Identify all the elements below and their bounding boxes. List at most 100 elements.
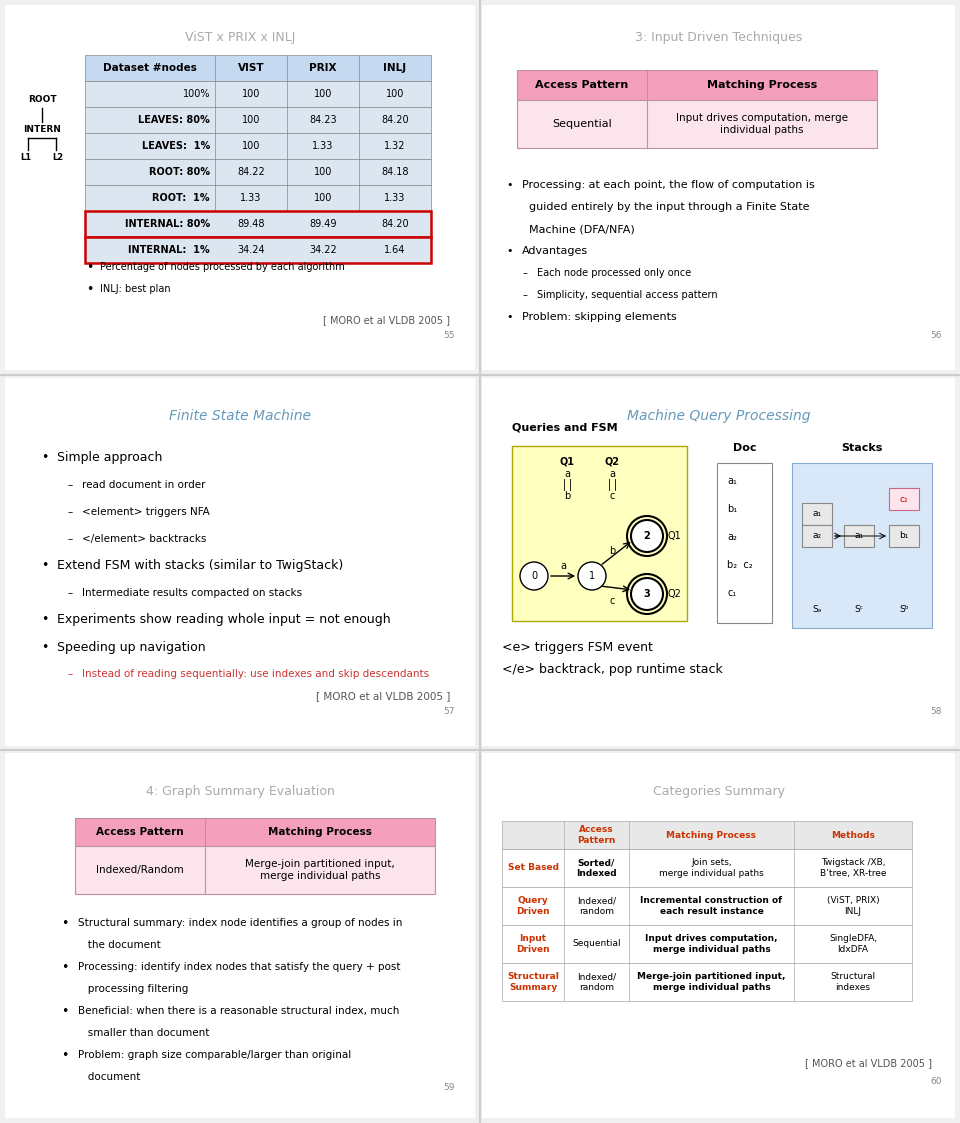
Text: Simple approach: Simple approach <box>57 451 162 465</box>
Text: Input drives computation, merge
individual paths: Input drives computation, merge individu… <box>676 113 848 135</box>
Text: 84.20: 84.20 <box>381 219 409 229</box>
Bar <box>482 378 955 746</box>
Bar <box>482 754 955 1119</box>
Bar <box>85 237 431 263</box>
Text: Intermediate results compacted on stacks: Intermediate results compacted on stacks <box>82 588 302 599</box>
Text: Indexed/
random: Indexed/ random <box>577 896 616 915</box>
Text: –: – <box>67 480 73 490</box>
Text: 100%: 100% <box>182 89 210 99</box>
Text: ROOT:  1%: ROOT: 1% <box>153 193 210 203</box>
Text: Queries and FSM: Queries and FSM <box>512 423 617 433</box>
Text: Structural
Summary: Structural Summary <box>507 973 559 992</box>
Text: Input
Driven: Input Driven <box>516 934 550 953</box>
Text: 4: Graph Summary Evaluation: 4: Graph Summary Evaluation <box>146 785 334 797</box>
Text: Matching Process: Matching Process <box>268 827 372 837</box>
Text: <element> triggers NFA: <element> triggers NFA <box>82 506 209 517</box>
Text: Machine Query Processing: Machine Query Processing <box>627 409 811 423</box>
Text: Each node processed only once: Each node processed only once <box>537 268 691 279</box>
Text: ROOT: 80%: ROOT: 80% <box>149 167 210 177</box>
Text: b: b <box>609 546 615 556</box>
Text: 56: 56 <box>930 331 942 340</box>
Text: Sorted/
Indexed: Sorted/ Indexed <box>576 858 617 878</box>
Bar <box>85 159 431 185</box>
Text: INLJ: best plan: INLJ: best plan <box>100 284 171 294</box>
Text: •: • <box>507 246 514 256</box>
Text: Processing: identify index nodes that satisfy the query + post: Processing: identify index nodes that sa… <box>78 962 400 973</box>
Bar <box>85 185 431 211</box>
Text: Indexed/Random: Indexed/Random <box>96 865 184 875</box>
Text: Q1: Q1 <box>667 531 681 541</box>
Text: the document: the document <box>78 940 160 950</box>
Text: a: a <box>560 562 566 570</box>
Text: 3: 3 <box>643 588 650 599</box>
Bar <box>85 107 431 133</box>
Text: 34.22: 34.22 <box>309 245 337 255</box>
Text: •: • <box>41 613 49 627</box>
Bar <box>75 818 435 846</box>
Text: Speeding up navigation: Speeding up navigation <box>57 640 205 654</box>
Text: read document in order: read document in order <box>82 480 205 490</box>
Text: INTERNAL: 80%: INTERNAL: 80% <box>125 219 210 229</box>
Bar <box>802 503 832 524</box>
Text: Dataset #nodes: Dataset #nodes <box>103 63 197 73</box>
Text: –: – <box>67 669 73 679</box>
Text: –: – <box>67 535 73 544</box>
Text: •: • <box>61 916 69 930</box>
Text: Structural summary: index node identifies a group of nodes in: Structural summary: index node identifie… <box>78 917 402 928</box>
Bar <box>85 211 431 237</box>
Text: 100: 100 <box>386 89 404 99</box>
Text: –: – <box>522 290 527 300</box>
Text: Sᶜ: Sᶜ <box>854 605 863 614</box>
Text: Beneficial: when there is a reasonable structural index, much: Beneficial: when there is a reasonable s… <box>78 1006 399 1016</box>
Text: 34.24: 34.24 <box>237 245 265 255</box>
Text: [ MORO et al VLDB 2005 ]: [ MORO et al VLDB 2005 ] <box>323 314 450 325</box>
Bar <box>502 925 912 964</box>
Text: 1.33: 1.33 <box>240 193 262 203</box>
Text: 89.49: 89.49 <box>309 219 337 229</box>
Text: Q1: Q1 <box>560 456 574 466</box>
Text: b₂  c₂: b₂ c₂ <box>727 560 753 570</box>
Text: 100: 100 <box>242 89 260 99</box>
Text: •: • <box>86 261 94 274</box>
Text: 1.33: 1.33 <box>384 193 406 203</box>
Text: a: a <box>609 469 615 480</box>
Text: Set Based: Set Based <box>508 864 559 873</box>
Text: 58: 58 <box>930 707 942 716</box>
Text: •: • <box>41 640 49 654</box>
Bar <box>85 55 431 81</box>
Bar <box>5 4 475 369</box>
Bar <box>502 821 912 849</box>
Text: •: • <box>86 283 94 295</box>
Text: 84.18: 84.18 <box>381 167 409 177</box>
Text: </element> backtracks: </element> backtracks <box>82 535 206 544</box>
Text: Sₐ: Sₐ <box>812 605 822 614</box>
Text: LEAVES:  1%: LEAVES: 1% <box>142 141 210 150</box>
Text: •: • <box>507 312 514 322</box>
Bar <box>85 81 431 107</box>
Bar <box>512 446 687 621</box>
Bar <box>85 133 431 159</box>
Text: Merge-join partitioned input,
merge individual paths: Merge-join partitioned input, merge indi… <box>245 859 395 880</box>
Bar <box>517 70 877 100</box>
Bar <box>75 846 435 894</box>
Text: 2: 2 <box>643 531 650 541</box>
Text: (ViST, PRIX)
INLJ: (ViST, PRIX) INLJ <box>827 896 879 915</box>
Text: Access
Pattern: Access Pattern <box>577 825 615 844</box>
Text: c: c <box>610 491 614 501</box>
Text: –: – <box>67 588 73 599</box>
Text: Query
Driven: Query Driven <box>516 896 550 915</box>
Text: INLJ: INLJ <box>383 63 407 73</box>
Text: •: • <box>61 1004 69 1017</box>
Text: Instead of reading sequentially: use indexes and skip descendants: Instead of reading sequentially: use ind… <box>82 669 429 679</box>
Text: guided entirely by the input through a Finite State: guided entirely by the input through a F… <box>522 202 809 212</box>
Text: Processing: at each point, the flow of computation is: Processing: at each point, the flow of c… <box>522 180 815 190</box>
Bar <box>802 524 832 547</box>
Text: <e> triggers FSM event: <e> triggers FSM event <box>502 641 653 655</box>
Bar <box>889 489 919 510</box>
Text: Percentage of nodes processed by each algorithm: Percentage of nodes processed by each al… <box>100 262 345 272</box>
Circle shape <box>578 562 606 590</box>
Bar <box>717 463 772 623</box>
Bar <box>502 849 912 887</box>
Text: INTERN: INTERN <box>23 126 60 135</box>
Text: a₂: a₂ <box>727 532 737 542</box>
